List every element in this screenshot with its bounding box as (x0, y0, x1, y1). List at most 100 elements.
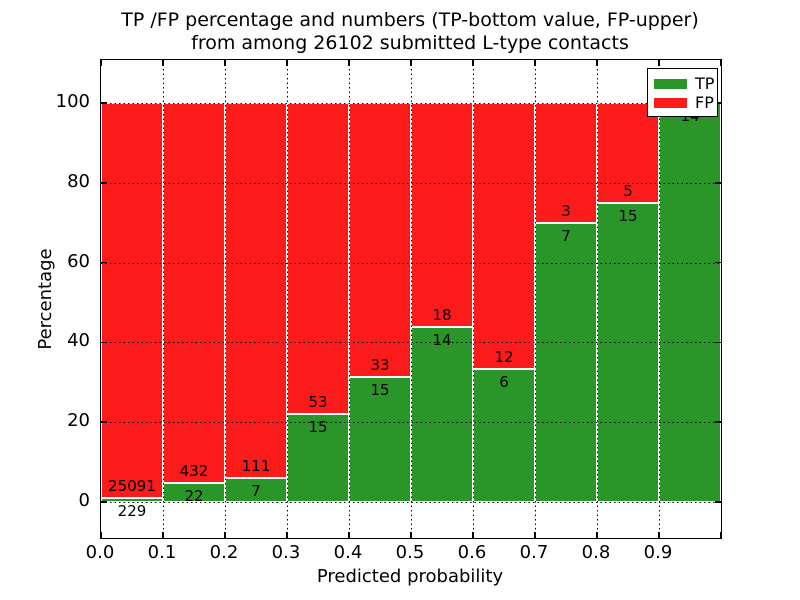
legend-label-fp: FP (695, 93, 714, 112)
bar-annotation-fp: 111 (241, 457, 271, 476)
fp-swatch-icon (654, 97, 687, 108)
bar-segment-tp (535, 222, 597, 502)
y-tick-mark (101, 421, 107, 423)
bar-segment-fp (535, 103, 597, 223)
x-tick-mark (286, 532, 288, 538)
tp-swatch-icon (654, 78, 687, 89)
vertical-gridline (224, 60, 226, 538)
x-tick-mark (720, 532, 722, 538)
x-tick-mark-top (658, 60, 660, 66)
y-axis-label: Percentage (35, 248, 56, 350)
x-tick-label: 0.3 (271, 542, 301, 563)
bar-annotation-tp: 15 (308, 417, 328, 436)
chart-title-line1: TP /FP percentage and numbers (TP-bottom… (121, 9, 699, 31)
y-tick-mark-right (715, 261, 721, 264)
x-tick-mark (224, 532, 226, 538)
vertical-gridline (162, 60, 164, 538)
bar-annotation-fp: 33 (370, 356, 390, 375)
x-tick-mark-top (348, 60, 350, 66)
x-tick-label: 0.2 (209, 542, 239, 563)
vertical-gridline (410, 60, 412, 538)
bar-annotation-fp: 432 (179, 461, 209, 480)
x-tick-mark (348, 532, 350, 538)
bar-segment-fp (411, 103, 473, 328)
x-axis-label: Predicted probability (316, 566, 504, 587)
bar-annotation-tp: 15 (370, 381, 390, 400)
bar-annotation-fp: 25091 (108, 477, 156, 496)
bar-segment-tp (659, 103, 721, 502)
bar-segment-tp (287, 413, 349, 502)
x-tick-label: 0.7 (519, 542, 549, 563)
plot-area: 250912294322211175315331518141263751514 (100, 59, 722, 539)
bar-segment-fp (287, 103, 349, 414)
bar-segment-tp (349, 377, 411, 502)
bar-annotation-fp: 18 (432, 306, 452, 325)
bar-segment-fp (473, 103, 535, 369)
y-tick-mark-right (715, 102, 721, 104)
y-tick-mark (101, 261, 107, 264)
horizontal-gridline (101, 262, 721, 264)
y-tick-label: 60 (67, 250, 90, 272)
x-tick-mark (410, 532, 412, 538)
x-tick-mark-top (472, 60, 474, 66)
x-tick-label: 0.5 (395, 542, 425, 563)
x-tick-mark-top (596, 60, 598, 66)
x-tick-label: 0.9 (643, 542, 673, 563)
bar-annotation-tp: 14 (432, 331, 452, 350)
x-tick-mark (534, 532, 536, 538)
vertical-gridline (348, 60, 350, 538)
x-tick-mark (162, 532, 164, 538)
x-tick-mark-top (534, 60, 536, 66)
bar-annotation-tp: 229 (117, 502, 147, 521)
vertical-gridline (534, 60, 536, 538)
y-tick-label: 0 (78, 490, 90, 511)
y-tick-mark-right (715, 421, 721, 423)
x-tick-mark-top (224, 60, 226, 66)
x-tick-mark (100, 532, 102, 538)
y-tick-label: 100 (55, 91, 90, 112)
vertical-gridline (286, 60, 288, 538)
x-tick-label: 0.1 (147, 542, 177, 563)
x-tick-mark-top (286, 60, 288, 66)
y-tick-mark (101, 182, 107, 184)
x-tick-mark-top (720, 60, 722, 66)
y-tick-label: 20 (67, 410, 90, 432)
horizontal-gridline (101, 422, 721, 424)
x-tick-mark (472, 532, 474, 538)
bar-segment-fp (597, 103, 659, 203)
y-tick-label: 80 (67, 170, 90, 192)
bar-segment-fp (163, 103, 225, 483)
bar-segment-tp (597, 202, 659, 502)
bar-segment-fp (101, 103, 163, 499)
y-tick-mark-right (715, 182, 721, 184)
x-tick-label: 0.4 (333, 542, 363, 563)
x-tick-mark-top (410, 60, 412, 66)
x-tick-mark-top (100, 60, 102, 66)
x-tick-mark (658, 532, 660, 538)
bar-annotation-tp: 6 (499, 373, 509, 391)
horizontal-gridline (101, 502, 721, 503)
bar-segment-tp (473, 369, 535, 502)
y-tick-label: 40 (67, 330, 90, 352)
x-tick-label: 0.0 (85, 542, 115, 563)
bar-annotation-tp: 7 (251, 482, 261, 501)
legend-label-tp: TP (695, 74, 715, 93)
bar-annotation-fp: 12 (494, 348, 514, 366)
bar-annotation-tp: 15 (618, 206, 638, 225)
horizontal-gridline (101, 342, 721, 344)
x-tick-label: 0.8 (581, 542, 611, 563)
bar-annotation-fp: 5 (623, 181, 633, 200)
vertical-gridline (658, 60, 660, 538)
bar-annotation-fp: 53 (308, 392, 328, 411)
horizontal-gridline (101, 182, 721, 184)
vertical-gridline (472, 60, 474, 538)
x-tick-mark-top (162, 60, 164, 66)
bar-segment-fp (349, 103, 411, 378)
legend: TP FP (647, 68, 718, 117)
bar-annotation-tp: 7 (561, 226, 571, 245)
bar-segment-tp (411, 327, 473, 502)
chart-title: TP /FP percentage and numbers (TP-bottom… (100, 9, 720, 55)
x-tick-label: 0.6 (457, 542, 487, 563)
vertical-gridline (596, 60, 598, 538)
